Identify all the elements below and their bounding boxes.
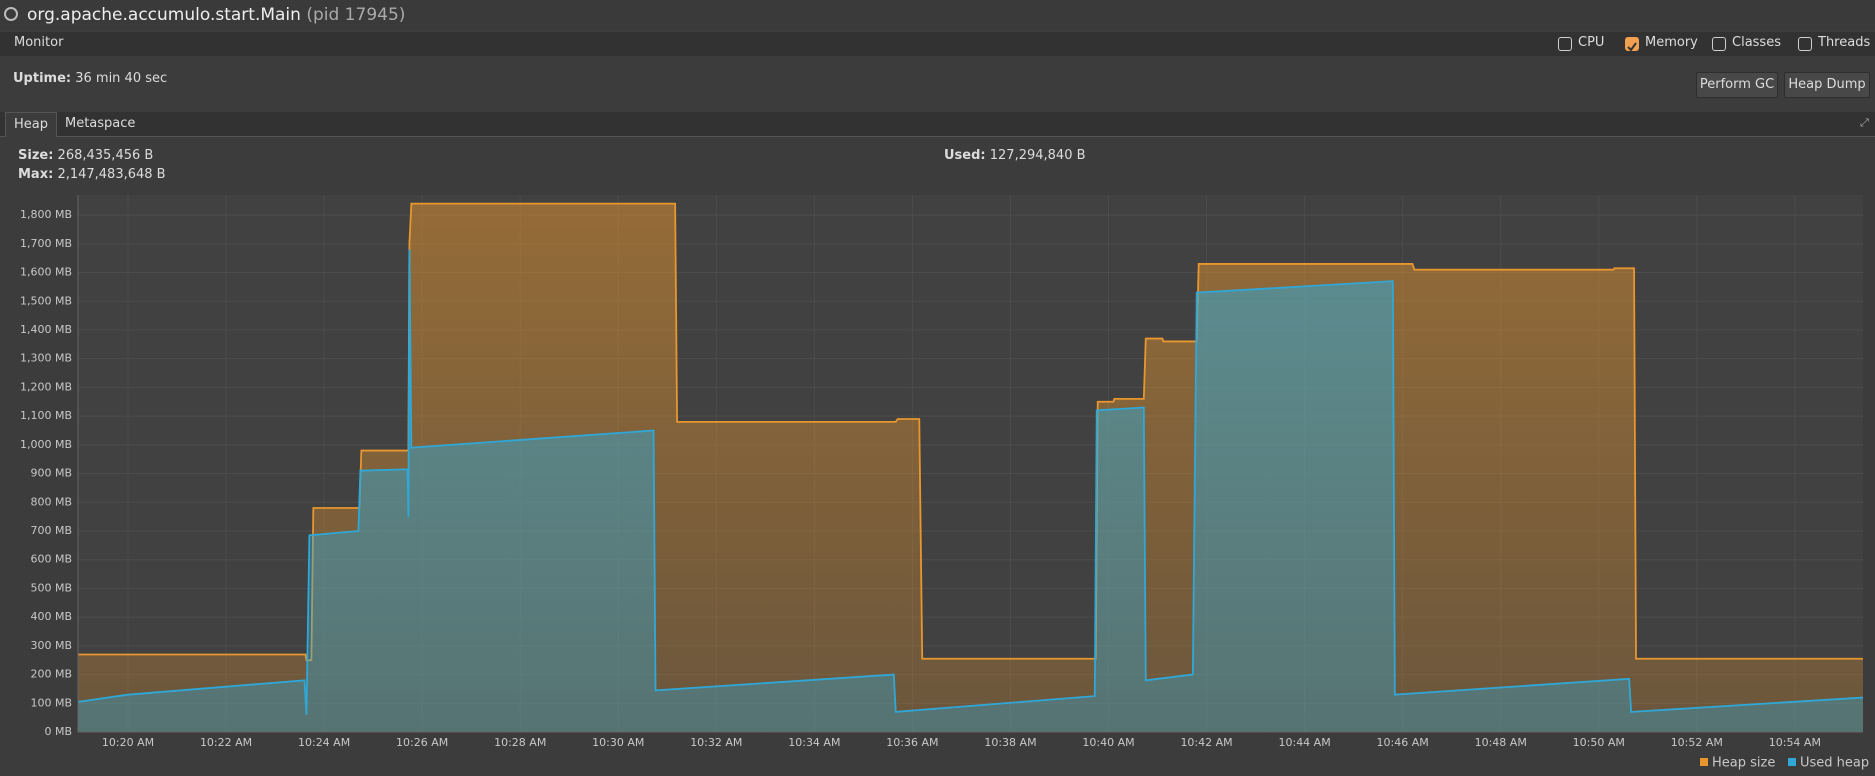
x-tick-label: 10:40 AM — [1082, 736, 1134, 749]
x-tick-label: 10:42 AM — [1180, 736, 1232, 749]
used-label: Used: — [944, 148, 986, 163]
y-tick-label: 1,800 MB — [20, 208, 72, 221]
title: org.apache.accumulo.start.Main (pid 1794… — [27, 5, 405, 25]
uptime-value: 36 min 40 sec — [75, 71, 168, 86]
y-tick-label: 300 MB — [30, 639, 72, 652]
maximize-icon[interactable]: ⤢ — [1860, 116, 1869, 129]
y-tick-label: 200 MB — [30, 668, 72, 681]
size-value: 268,435,456 B — [57, 148, 154, 163]
x-tick-label: 10:50 AM — [1573, 736, 1625, 749]
y-tick-label: 400 MB — [30, 610, 72, 623]
x-tick-label: 10:20 AM — [102, 736, 154, 749]
x-tick-label: 10:44 AM — [1278, 736, 1330, 749]
legend-label: Heap size — [1712, 756, 1775, 771]
checkbox-label: Threads — [1818, 35, 1871, 50]
y-tick-label: 1,100 MB — [20, 409, 72, 422]
checkbox-label: Classes — [1732, 35, 1781, 50]
x-tick-label: 10:26 AM — [396, 736, 448, 749]
x-tick-label: 10:32 AM — [690, 736, 742, 749]
y-tick-label: 1,200 MB — [20, 380, 72, 393]
y-tick-label: 800 MB — [30, 495, 72, 508]
y-tick-label: 900 MB — [30, 467, 72, 480]
checkbox[interactable] — [1712, 37, 1726, 51]
tab-bar — [0, 112, 1875, 137]
x-tick-label: 10:52 AM — [1671, 736, 1723, 749]
max-info: Max: 2,147,483,648 B — [18, 167, 166, 182]
tab[interactable]: Metaspace — [65, 116, 136, 131]
max-label: Max: — [18, 167, 54, 182]
area — [78, 249, 1863, 732]
checkbox[interactable] — [1558, 37, 1572, 51]
x-tick-label: 10:36 AM — [886, 736, 938, 749]
x-tick-label: 10:48 AM — [1475, 736, 1527, 749]
checkbox[interactable] — [1798, 37, 1812, 51]
uptime: Uptime: 36 min 40 sec — [13, 71, 167, 86]
uptime-label: Uptime: — [13, 71, 72, 86]
y-tick-label: 1,000 MB — [20, 438, 72, 451]
x-tick-label: 10:28 AM — [494, 736, 546, 749]
x-tick-label: 10:22 AM — [200, 736, 252, 749]
size-info: Size: 268,435,456 B — [18, 148, 153, 163]
app-icon — [4, 7, 18, 21]
x-tick-label: 10:30 AM — [592, 736, 644, 749]
y-tick-label: 1,500 MB — [20, 294, 72, 307]
legend-label: Used heap — [1800, 756, 1869, 771]
monitor-label: Monitor — [14, 35, 64, 50]
checkbox-label: CPU — [1578, 35, 1605, 50]
tab[interactable]: Heap — [5, 112, 57, 137]
y-tick-label: 1,300 MB — [20, 352, 72, 365]
line — [77, 249, 1864, 715]
y-tick-label: 100 MB — [30, 696, 72, 709]
checkbox-label: Memory — [1645, 35, 1698, 50]
y-tick-label: 1,700 MB — [20, 237, 72, 250]
x-tick-label: 10:24 AM — [298, 736, 350, 749]
x-tick-label: 10:38 AM — [984, 736, 1036, 749]
y-tick-label: 500 MB — [30, 581, 72, 594]
y-tick-label: 1,600 MB — [20, 266, 72, 279]
app-name: org.apache.accumulo.start.Main — [27, 5, 301, 25]
max-value: 2,147,483,648 B — [57, 167, 166, 182]
x-tick-label: 10:34 AM — [788, 736, 840, 749]
used-value: 127,294,840 B — [989, 148, 1086, 163]
checkbox — [1625, 37, 1639, 52]
y-tick-label: 700 MB — [30, 524, 72, 537]
button[interactable]: Perform GC — [1696, 72, 1778, 98]
pid: (pid 17945) — [306, 5, 406, 25]
used-info: Used: 127,294,840 B — [944, 148, 1086, 163]
size-label: Size: — [18, 148, 54, 163]
legend-swatch — [1700, 758, 1708, 766]
x-tick-label: 10:46 AM — [1377, 736, 1429, 749]
y-tick-label: 0 MB — [44, 725, 72, 738]
title-bar — [0, 0, 1875, 30]
legend-swatch — [1788, 758, 1796, 766]
button[interactable]: Heap Dump — [1784, 72, 1870, 98]
y-tick-label: 1,400 MB — [20, 323, 72, 336]
y-tick-label: 600 MB — [30, 553, 72, 566]
x-tick-label: 10:54 AM — [1769, 736, 1821, 749]
monitor-bar — [0, 32, 1875, 56]
